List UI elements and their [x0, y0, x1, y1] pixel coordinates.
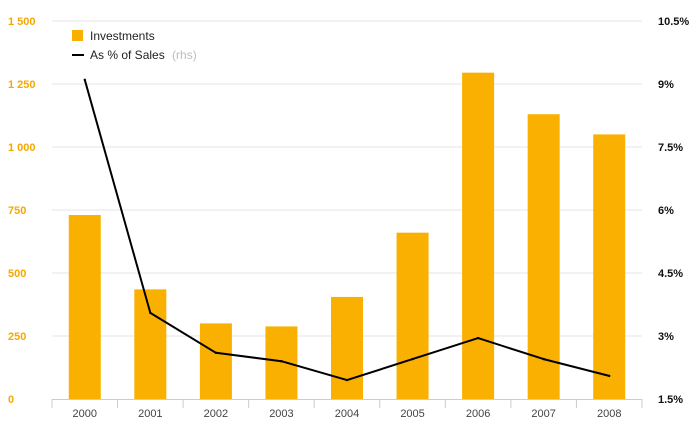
bar-2000	[68, 215, 101, 399]
right-tick-label-2: 4.5%	[658, 268, 683, 280]
line-point-2000	[83, 78, 86, 82]
svg-text:As % of Sales (rhs): As % of Sales (rhs)	[90, 48, 197, 62]
right-tick-label-1: 3%	[658, 331, 674, 343]
left-tick-label-5: 1 250	[8, 79, 36, 91]
left-tick-label-2: 500	[8, 268, 26, 280]
legend-note-rhs: (rhs)	[172, 48, 197, 62]
x-tick-label-2006: 2006	[466, 408, 490, 420]
bar-2008	[593, 134, 626, 399]
left-tick-label-6: 1 500	[8, 16, 36, 28]
x-tick-label-2004: 2004	[335, 408, 359, 420]
legend-label-sales-percent: As % of Sales	[90, 48, 165, 62]
line-point-2001	[149, 311, 152, 315]
left-axis: 0 250 500 750 1 000 1 250 1 500	[8, 16, 36, 406]
x-tick-label-2005: 2005	[400, 408, 424, 420]
left-tick-label-4: 1 000	[8, 142, 36, 154]
right-axis: 1.5% 3% 4.5% 6% 7.5% 9% 10.5%	[658, 16, 689, 406]
right-tick-label-4: 7.5%	[658, 142, 683, 154]
left-tick-label-0: 0	[8, 394, 14, 406]
line-point-2007	[542, 357, 545, 361]
right-tick-label-0: 1.5%	[658, 394, 683, 406]
x-tick-label-2003: 2003	[269, 408, 293, 420]
line-point-2002	[214, 351, 218, 354]
investment-bars	[68, 72, 626, 400]
sales-percent-line	[83, 78, 611, 382]
line-point-2003	[280, 360, 283, 363]
legend: Investments As % of Sales (rhs)	[72, 29, 197, 62]
left-tick-label-1: 250	[8, 331, 26, 343]
bar-2006	[462, 72, 495, 399]
right-tick-label-6: 10.5%	[658, 16, 689, 28]
x-tick-label-2008: 2008	[597, 408, 621, 420]
bar-2001	[134, 289, 167, 399]
right-tick-label-3: 6%	[658, 205, 674, 217]
left-tick-label-3: 750	[8, 205, 26, 217]
bar-2007	[527, 114, 560, 400]
line-point-2004	[345, 378, 349, 382]
line-point-2006	[476, 336, 480, 340]
line-point-2005	[411, 357, 414, 361]
x-tick-label-2002: 2002	[204, 408, 228, 420]
x-tick-label-2001: 2001	[138, 408, 162, 420]
x-axis: 2000 2001 2002 2003 2004 2005 2006 2007 2008	[51, 399, 643, 420]
x-tick-label-2000: 2000	[73, 408, 97, 420]
legend-swatch-investments	[72, 30, 83, 41]
bar-2002	[199, 323, 232, 399]
bar-2005	[396, 232, 429, 399]
right-tick-label-5: 9%	[658, 79, 674, 91]
bar-2003	[265, 326, 298, 399]
line-point-2008	[608, 374, 611, 378]
legend-label-investments: Investments	[90, 29, 155, 43]
bar-2004	[331, 296, 363, 399]
x-tick-label-2007: 2007	[531, 408, 555, 420]
